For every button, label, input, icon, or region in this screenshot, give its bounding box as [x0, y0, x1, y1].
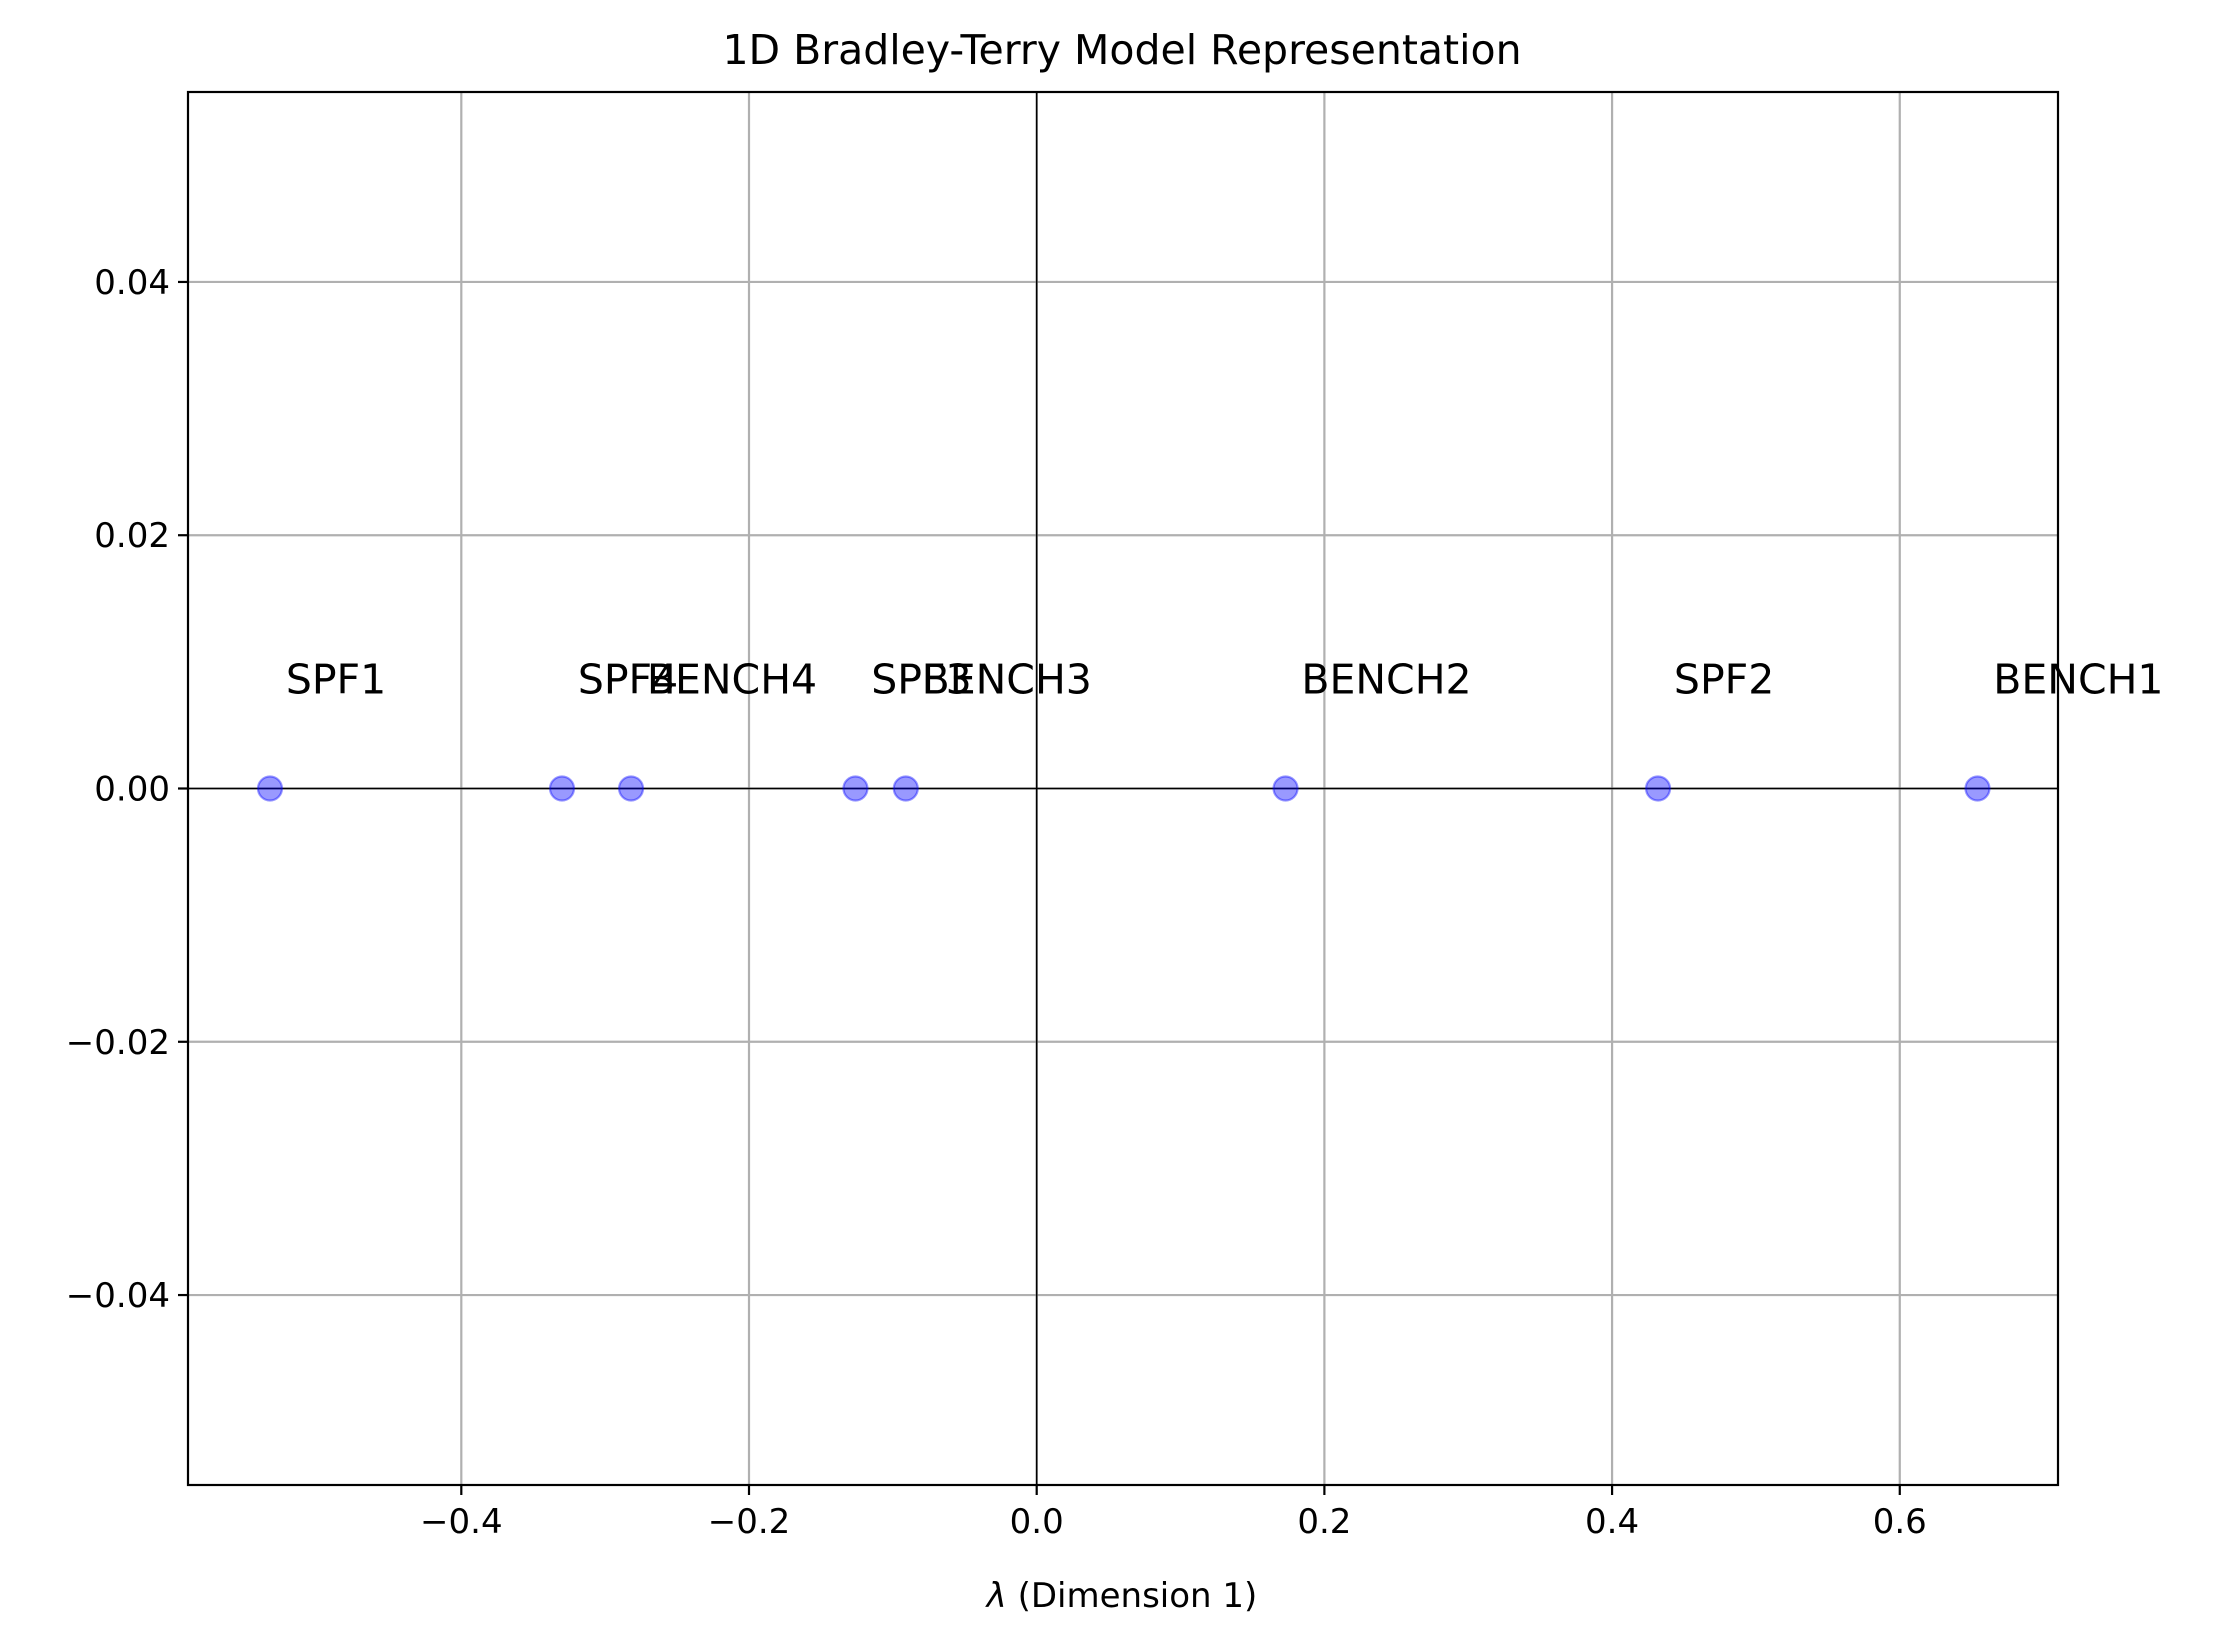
point-label-bench2: BENCH2: [1301, 656, 1471, 704]
data-point-spf2: [1645, 775, 1672, 802]
data-point-bench4: [617, 775, 645, 802]
data-point-spf3: [842, 775, 869, 802]
y-tick-label: −0.02: [66, 1023, 170, 1063]
point-label-spf3: SPF3: [871, 656, 971, 704]
reference-lines: [188, 92, 2058, 1485]
data-point-bench2: [1272, 775, 1299, 802]
y-tick-label: 0.02: [94, 516, 170, 556]
y-tick-label: −0.04: [66, 1276, 170, 1316]
point-label-bench3: BENCH3: [922, 656, 1092, 704]
x-axis-title: λ (Dimension 1): [985, 1576, 1258, 1616]
x-axis-title-text: (Dimension 1): [1007, 1576, 1258, 1616]
y-axis-ticks: −0.04 −0.02 0.00 0.02 0.04: [66, 263, 188, 1316]
x-tick-label: 0.6: [1873, 1502, 1927, 1542]
chart-title: 1D Bradley-Terry Model Representation: [722, 26, 1521, 74]
point-label-bench1: BENCH1: [1993, 656, 2163, 704]
x-axis-ticks: −0.4 −0.2 0.0 0.2 0.4 0.6: [420, 1485, 1927, 1542]
x-tick-label: 0.0: [1010, 1502, 1064, 1542]
point-label-spf2: SPF2: [1674, 656, 1774, 704]
data-point-spf1: [256, 775, 284, 802]
y-tick-label: 0.04: [94, 263, 170, 303]
x-tick-label: 0.2: [1297, 1502, 1351, 1542]
data-points: [256, 775, 1991, 802]
point-label-spf1: SPF1: [286, 656, 386, 704]
data-point-bench3: [892, 775, 919, 802]
data-point-bench1: [1964, 775, 1991, 802]
point-label-bench4: BENCH4: [647, 656, 817, 704]
point-label-spf4: SPF4: [578, 656, 678, 704]
x-tick-label: −0.4: [420, 1502, 503, 1542]
x-axis-title-symbol: λ: [985, 1576, 1007, 1616]
y-tick-label: 0.00: [94, 770, 170, 810]
data-point-spf4: [548, 775, 576, 802]
x-tick-label: −0.2: [708, 1502, 791, 1542]
x-tick-label: 0.4: [1585, 1502, 1639, 1542]
